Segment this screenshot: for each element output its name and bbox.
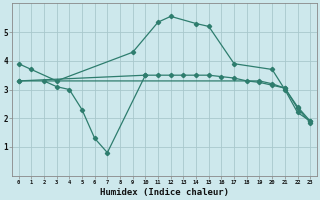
X-axis label: Humidex (Indice chaleur): Humidex (Indice chaleur) bbox=[100, 188, 229, 197]
